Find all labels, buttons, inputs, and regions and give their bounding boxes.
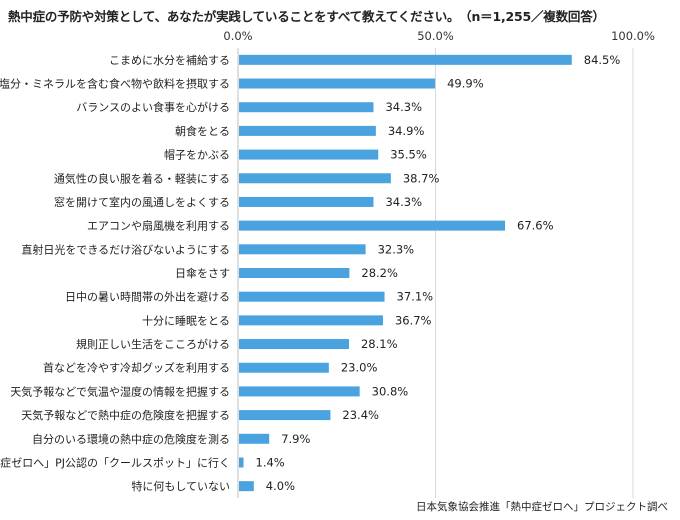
category-label: 首などを冷やす冷却グッズを利用する bbox=[43, 361, 230, 375]
bar bbox=[239, 173, 391, 184]
value-label: 34.9% bbox=[388, 124, 425, 138]
category-label: 特に何もしていない bbox=[131, 479, 230, 493]
bar bbox=[239, 410, 331, 421]
category-label: 十分に睡眠をとる bbox=[142, 313, 230, 327]
category-label: 規則正しい生活をこころがける bbox=[76, 337, 230, 351]
category-label: 塩分・ミネラルを含む食べ物や飲料を摂取する bbox=[0, 77, 230, 91]
value-label: 23.4% bbox=[342, 408, 379, 422]
bar bbox=[239, 433, 270, 444]
x-tick-label: 50.0% bbox=[417, 29, 454, 43]
category-label: 自分のいる環境の熱中症の危険度を測る bbox=[32, 432, 230, 446]
category-label: 帽子をかぶる bbox=[164, 149, 230, 162]
bar bbox=[239, 315, 383, 326]
value-label: 49.9% bbox=[447, 77, 484, 91]
value-label: 32.3% bbox=[378, 242, 415, 256]
value-label: 23.0% bbox=[341, 361, 378, 375]
bar bbox=[239, 362, 329, 373]
bar bbox=[239, 339, 349, 350]
category-label: 天気予報などで気温や湿度の情報を把握する bbox=[10, 384, 230, 398]
category-label: バランスのよい食事を心がける bbox=[76, 100, 230, 114]
value-label: 35.5% bbox=[390, 148, 427, 162]
category-label: 天気予報などで熱中症の危険度を把握する bbox=[21, 408, 230, 422]
value-label: 38.7% bbox=[403, 171, 440, 185]
value-label: 84.5% bbox=[584, 53, 621, 67]
value-label: 30.8% bbox=[372, 384, 409, 398]
x-tick-label: 0.0% bbox=[223, 29, 252, 43]
value-label: 4.0% bbox=[266, 479, 295, 493]
value-label: 67.6% bbox=[517, 219, 554, 233]
bar bbox=[239, 149, 379, 160]
source-note: 日本気象協会推進「熱中症ゼロへ」プロジェクト調べ bbox=[416, 501, 668, 513]
bar bbox=[239, 457, 244, 468]
bar bbox=[239, 291, 385, 302]
category-label: 窓を開けて室内の風通しをよくする bbox=[54, 195, 230, 209]
bar bbox=[239, 268, 350, 278]
category-label: 日中の暑い時間帯の外出を避ける bbox=[65, 290, 230, 304]
category-label: 日傘をさす bbox=[175, 267, 230, 280]
bar bbox=[239, 481, 254, 492]
value-label: 1.4% bbox=[256, 455, 285, 469]
category-label: 通気性の良い服を着る・軽装にする bbox=[54, 171, 230, 185]
x-tick-label: 100.0% bbox=[611, 29, 655, 43]
bar bbox=[239, 386, 360, 397]
category-label: エアコンや扇風機を利用する bbox=[87, 219, 230, 233]
category-label: 直射日光をできるだけ浴びないようにする bbox=[21, 242, 230, 256]
category-label: 朝食をとる bbox=[175, 124, 230, 138]
chart-title: 熱中症の予防や対策として、あなたが実践していることをすべて教えてください。 （n… bbox=[8, 9, 605, 24]
value-label: 34.3% bbox=[385, 195, 422, 209]
value-label: 36.7% bbox=[395, 313, 432, 327]
value-label: 7.9% bbox=[281, 432, 310, 446]
bar bbox=[239, 78, 436, 89]
value-label: 37.1% bbox=[397, 290, 434, 304]
bar bbox=[239, 196, 374, 207]
value-label: 34.3% bbox=[385, 100, 422, 114]
value-label: 28.2% bbox=[361, 266, 398, 280]
bar bbox=[239, 54, 572, 65]
category-label: 「熱中症ゼロへ」PJ公認の「クールスポット」に行く bbox=[0, 455, 230, 469]
value-label: 28.1% bbox=[361, 337, 398, 351]
bar bbox=[239, 125, 376, 136]
bar bbox=[239, 244, 366, 255]
bar bbox=[239, 220, 506, 231]
category-label: こまめに水分を補給する bbox=[109, 53, 230, 67]
bar bbox=[239, 102, 374, 113]
